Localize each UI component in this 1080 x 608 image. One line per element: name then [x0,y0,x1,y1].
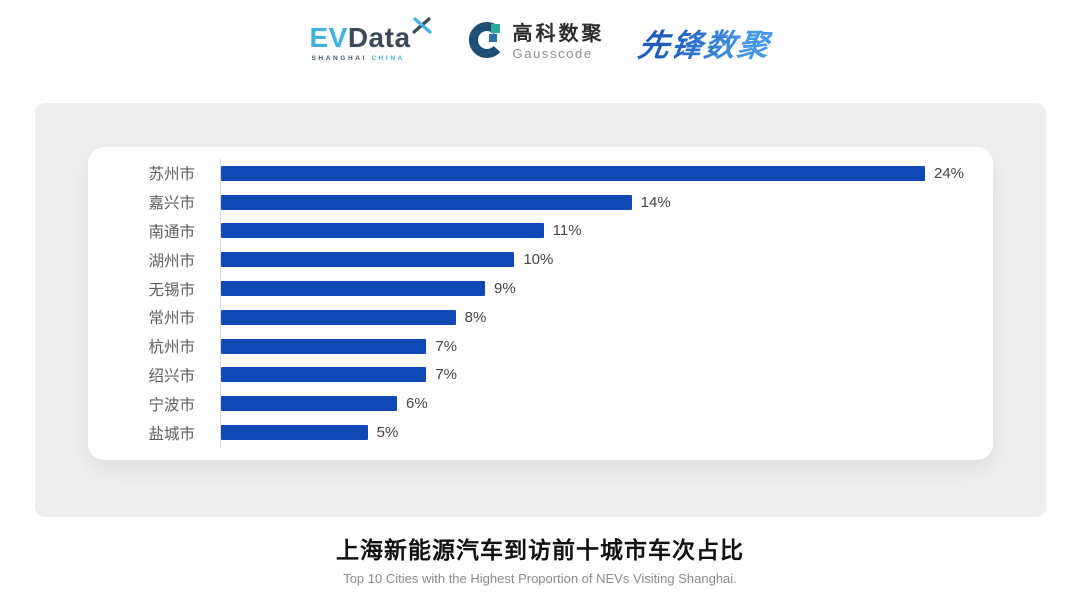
value-label: 7% [435,337,458,355]
gausscode-en-name: Gausscode [512,46,593,62]
value-label: 8% [464,308,487,326]
gausscode-text: 高科数聚 Gausscode [513,24,605,61]
chart-card: 苏州市 24% 嘉兴市 14% 南通市 11% 湖州市 10% 无锡市 9% 常州市 8% 杭州市 7% 绍… [88,147,993,460]
chart-row: 宁波市 6% [114,389,967,418]
bar [221,194,632,210]
header-logo-row: EV Data SHANGHAI CHINA [0,16,1080,65]
category-label: 盐城市 [148,425,195,443]
bar [221,367,427,383]
value-label: 11% [552,222,582,240]
evdata-subtext: SHANGHAI CHINA [309,55,431,62]
bar [221,396,397,412]
category-label: 常州市 [148,310,195,328]
chart-row: 南通市 11% [114,217,967,246]
chart-title: 上海新能源汽车到访前十城市车次占比 [336,537,744,563]
chart-row: 嘉兴市 14% [114,188,967,217]
chart-row: 杭州市 7% [114,332,967,361]
category-label: 苏州市 [148,166,195,184]
gausscode-logo: 高科数聚 Gausscode [466,21,605,64]
category-label: 杭州市 [148,339,195,357]
category-label: 宁波市 [148,396,195,414]
chart-row: 无锡市 9% [114,274,967,303]
bar [221,338,427,354]
bar [221,425,368,441]
value-label: 5% [376,424,399,442]
y-axis-line [220,159,221,448]
category-label: 嘉兴市 [148,195,195,213]
xianfeng-logo: 先锋数聚 [635,20,774,65]
gausscode-cn-name: 高科数聚 [512,23,605,46]
bar-chart-plot: 苏州市 24% 嘉兴市 14% 南通市 11% 湖州市 10% 无锡市 9% 常州市 8% 杭州市 7% 绍… [114,159,967,448]
evdata-data-text: Data [347,21,411,53]
chart-caption: 上海新能源汽车到访前十城市车次占比 Top 10 Cities with the… [0,531,1080,586]
bar [221,165,925,181]
evdata-ev-text: EV [309,21,348,53]
value-label: 24% [934,164,965,182]
value-label: 7% [435,366,458,384]
category-label: 绍兴市 [148,367,195,385]
evdata-logo: EV Data SHANGHAI CHINA [309,16,432,62]
category-label: 南通市 [148,223,195,241]
bar [221,252,515,268]
chart-row: 绍兴市 7% [114,361,967,390]
value-label: 9% [494,280,516,298]
evdata-subtext-china: CHINA [371,54,405,62]
bar [221,281,485,297]
chart-subtitle: Top 10 Cities with the Highest Proportio… [343,571,737,586]
bar [221,223,544,239]
value-label: 14% [640,193,671,211]
evdata-x-icon [411,16,432,38]
xianfeng-wordmark: 先锋数聚 [635,28,773,63]
bar [221,309,456,325]
evdata-subtext-shanghai: SHANGHAI [311,54,367,62]
category-label: 无锡市 [148,281,195,299]
evdata-wordmark: EV Data [309,16,432,53]
value-label: 10% [523,251,554,269]
category-label: 湖州市 [148,252,195,270]
chart-panel: 苏州市 24% 嘉兴市 14% 南通市 11% 湖州市 10% 无锡市 9% 常州市 8% 杭州市 7% 绍… [35,103,1046,517]
value-label: 6% [406,395,428,413]
chart-row: 常州市 8% [114,303,967,332]
chart-row: 湖州市 10% [114,245,967,274]
chart-row: 盐城市 5% [114,418,967,447]
gausscode-logo-icon [466,21,504,64]
chart-row: 苏州市 24% [114,159,967,188]
